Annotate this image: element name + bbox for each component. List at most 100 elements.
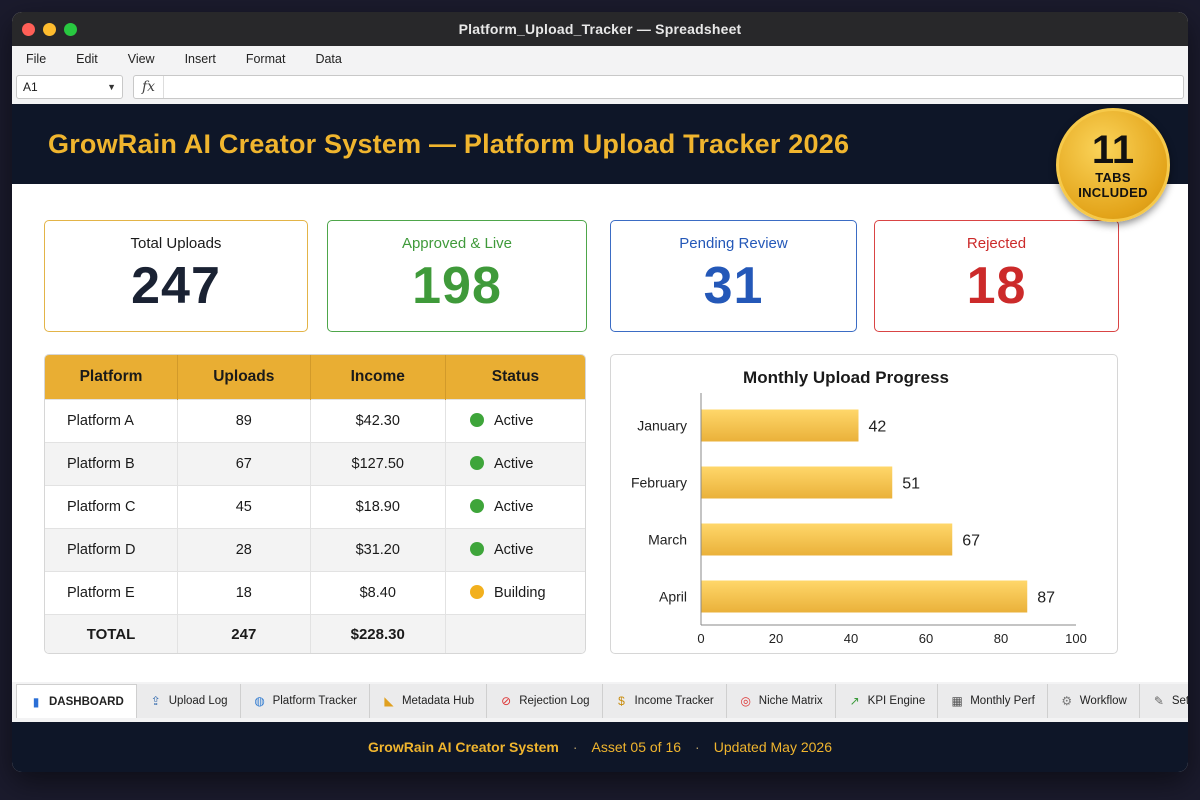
chevron-down-icon: ▼ — [107, 82, 116, 92]
cell-platform[interactable]: Platform D — [45, 527, 179, 571]
kpi-value: 247 — [131, 257, 221, 315]
menu-edit[interactable]: Edit — [76, 52, 98, 66]
table-row[interactable]: Platform A 89 $42.30 Active — [45, 398, 585, 442]
footer-bar: GrowRain AI Creator System · Asset 05 of… — [12, 722, 1188, 772]
sheet-tab-label: Platform Tracker — [272, 695, 357, 707]
cell-uploads[interactable]: 18 — [177, 570, 311, 614]
app-window: Platform_Upload_Tracker — Spreadsheet Fi… — [12, 12, 1188, 772]
footer-separator: · — [572, 739, 578, 755]
cell-total-income[interactable]: $228.30 — [310, 613, 446, 653]
sheet-canvas: GrowRain AI Creator System — Platform Up… — [12, 104, 1188, 682]
menu-insert[interactable]: Insert — [184, 52, 216, 66]
data-label: 42 — [869, 419, 887, 436]
table-header-row: Platform Uploads Income Status — [45, 355, 585, 399]
kpi-card-rejected: Rejected 18 — [874, 220, 1119, 332]
kpi-card-approved-live: Approved & Live 198 — [327, 220, 587, 332]
maximize-window-button[interactable] — [64, 23, 77, 36]
formula-input[interactable]: fx — [133, 75, 1184, 99]
line-chart-icon: ↗ — [849, 694, 860, 708]
globe-icon: ◍ — [254, 694, 265, 708]
cell-uploads[interactable]: 89 — [177, 398, 311, 442]
sheet-tab[interactable]: $ Income Tracker — [602, 684, 727, 718]
tabs-included-badge: 11 TABS INCLUDED — [1056, 108, 1170, 222]
dashboard-banner: GrowRain AI Creator System — Platform Up… — [12, 104, 1188, 184]
x-tick-label: 40 — [844, 631, 858, 646]
x-tick-label: 80 — [994, 631, 1008, 646]
column-header-uploads[interactable]: Uploads — [177, 355, 311, 399]
cell-status[interactable]: Active — [445, 484, 585, 528]
sheet-tab[interactable]: ↗ KPI Engine — [835, 684, 939, 718]
menu-format[interactable]: Format — [245, 52, 286, 66]
kpi-label: Pending Review — [679, 235, 788, 252]
status-dot-icon — [469, 498, 484, 513]
status-dot-icon — [469, 541, 484, 556]
cell-total-label[interactable]: TOTAL — [45, 613, 179, 653]
kpi-label: Approved & Live — [401, 235, 513, 252]
cell-uploads[interactable]: 28 — [177, 527, 311, 571]
kpi-label: Rejected — [966, 235, 1027, 252]
column-header-income[interactable]: Income — [310, 355, 446, 399]
badge-number: 11 — [1091, 128, 1135, 172]
kpi-value: 198 — [412, 257, 502, 315]
sheet-tab[interactable]: ▮ DASHBOARD — [16, 684, 137, 718]
cell-status[interactable]: Building — [445, 570, 585, 614]
sheet-tab[interactable]: ⚙ Workflow — [1047, 684, 1140, 718]
table-row[interactable]: Platform D 28 $31.20 Active — [45, 527, 585, 571]
x-tick-label: 60 — [919, 631, 933, 646]
minimize-window-button[interactable] — [43, 23, 56, 36]
sheet-tab-label: Workflow — [1079, 695, 1127, 707]
dashboard-title: GrowRain AI Creator System — Platform Up… — [48, 128, 850, 159]
cell-platform[interactable]: Platform A — [45, 398, 179, 442]
cell-status[interactable]: Active — [445, 527, 585, 571]
name-box[interactable]: A1 ▼ — [16, 75, 123, 99]
cell-platform[interactable]: Platform B — [45, 441, 179, 485]
sheet-tab[interactable]: ⊘ Rejection Log — [487, 684, 603, 718]
category-label: January — [637, 418, 687, 434]
table-row[interactable]: Platform B 67 $127.50 Active — [45, 441, 585, 485]
sheet-tab[interactable]: ▦ Monthly Perf — [938, 684, 1048, 718]
prohibited-icon: ⊘ — [501, 694, 512, 708]
sheet-tab-label: Niche Matrix — [758, 695, 823, 707]
chart-bar — [701, 466, 893, 499]
column-header-platform[interactable]: Platform — [45, 355, 179, 399]
kpi-card-pending-review: Pending Review 31 — [610, 220, 857, 332]
cell-income[interactable]: $31.20 — [310, 527, 446, 571]
sheet-tab[interactable]: ◍ Platform Tracker — [240, 684, 370, 718]
menu-data[interactable]: Data — [315, 52, 342, 66]
cell-status[interactable]: Active — [445, 441, 585, 485]
sheet-tab[interactable]: ✎ Settings — [1139, 684, 1188, 718]
data-label: 51 — [902, 476, 920, 493]
cell-platform[interactable]: Platform C — [45, 484, 179, 528]
status-label: Active — [493, 498, 534, 515]
chart-bar — [701, 523, 953, 556]
chart-bar — [701, 409, 859, 442]
status-dot-icon — [469, 412, 484, 427]
cell-total-uploads[interactable]: 247 — [177, 613, 311, 653]
status-label: Active — [493, 455, 534, 472]
sheet-tab[interactable]: ◎ Niche Matrix — [726, 684, 836, 718]
x-tick-label: 20 — [769, 631, 783, 646]
table-total-row[interactable]: TOTAL 247 $228.30 — [45, 613, 585, 653]
cell-status[interactable]: Active — [445, 398, 585, 442]
sheet-tab[interactable]: ◣ Metadata Hub — [369, 684, 488, 718]
sheet-tab[interactable]: ⇪ Upload Log — [136, 684, 241, 718]
cell-uploads[interactable]: 67 — [177, 441, 311, 485]
cell-income[interactable]: $127.50 — [310, 441, 446, 485]
cell-income[interactable]: $42.30 — [310, 398, 446, 442]
close-window-button[interactable] — [22, 23, 35, 36]
cell-uploads[interactable]: 45 — [177, 484, 311, 528]
cell-total-status[interactable] — [445, 613, 585, 653]
window-controls — [22, 23, 77, 36]
cell-income[interactable]: $8.40 — [310, 570, 446, 614]
column-header-status[interactable]: Status — [445, 355, 585, 399]
table-row[interactable]: Platform C 45 $18.90 Active — [45, 484, 585, 528]
table-row[interactable]: Platform E 18 $8.40 Building — [45, 570, 585, 614]
sheet-tab-label: Rejection Log — [519, 695, 590, 707]
window-title: Platform_Upload_Tracker — Spreadsheet — [458, 21, 742, 37]
sheet-tab-label: Monthly Perf — [970, 695, 1035, 707]
menu-file[interactable]: File — [26, 52, 47, 66]
menu-view[interactable]: View — [127, 52, 155, 66]
cell-income[interactable]: $18.90 — [310, 484, 446, 528]
cell-platform[interactable]: Platform E — [45, 570, 179, 614]
cell-reference: A1 — [23, 80, 38, 94]
